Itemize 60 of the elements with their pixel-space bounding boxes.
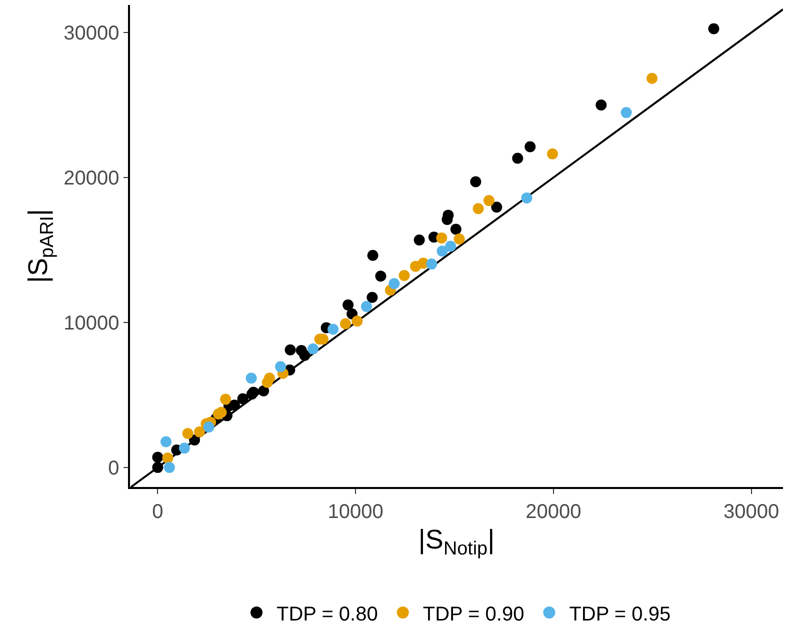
point (524, 141, 536, 152)
point (220, 394, 232, 405)
point (340, 318, 351, 330)
legend-label: TDP = 0.80 (276, 603, 378, 626)
point (620, 107, 632, 118)
point (308, 343, 319, 354)
point (708, 23, 720, 34)
point (546, 148, 558, 160)
y-tick-label: 10000 (64, 312, 120, 334)
point (454, 233, 465, 244)
point (388, 278, 400, 290)
point (328, 324, 339, 335)
point (284, 344, 296, 356)
point (366, 292, 378, 303)
point (375, 270, 386, 282)
x-axis-title: |S$_{Notip}$| (418, 524, 495, 560)
point (203, 421, 214, 432)
legend-label: TDP = 0.95 (569, 603, 671, 626)
point (470, 176, 482, 188)
y-tick-label: 0 (108, 457, 120, 480)
point (164, 462, 175, 473)
point (360, 301, 372, 312)
point (216, 406, 227, 418)
point (367, 250, 378, 261)
point (246, 372, 257, 384)
x-tick-label: 10000 (328, 500, 384, 523)
point (596, 100, 607, 111)
x-tick-label: 30000 (724, 500, 780, 523)
point (445, 240, 456, 252)
y-tick-label: 30000 (64, 22, 120, 45)
x-tick-label: 0 (152, 500, 164, 523)
point (275, 361, 286, 372)
point (258, 385, 270, 396)
point (491, 202, 502, 213)
point (299, 350, 310, 361)
point (162, 452, 174, 464)
point (414, 234, 425, 246)
point (352, 316, 363, 327)
point (426, 258, 438, 270)
legend-label: TDP = 0.90 (422, 603, 524, 626)
point (436, 232, 448, 244)
point (521, 192, 532, 204)
point (152, 462, 164, 473)
point (160, 436, 172, 448)
point (483, 195, 494, 206)
point (398, 270, 410, 281)
point (646, 72, 658, 84)
point (182, 428, 194, 440)
point (436, 246, 448, 257)
point (512, 152, 524, 164)
point (472, 203, 484, 214)
point (262, 376, 273, 388)
point (178, 442, 190, 454)
point (237, 393, 248, 404)
point (342, 299, 354, 310)
x-tick-label: 20000 (526, 500, 582, 523)
point (450, 224, 462, 235)
y-tick-label: 20000 (64, 168, 120, 190)
point (194, 426, 205, 438)
point (152, 452, 164, 463)
